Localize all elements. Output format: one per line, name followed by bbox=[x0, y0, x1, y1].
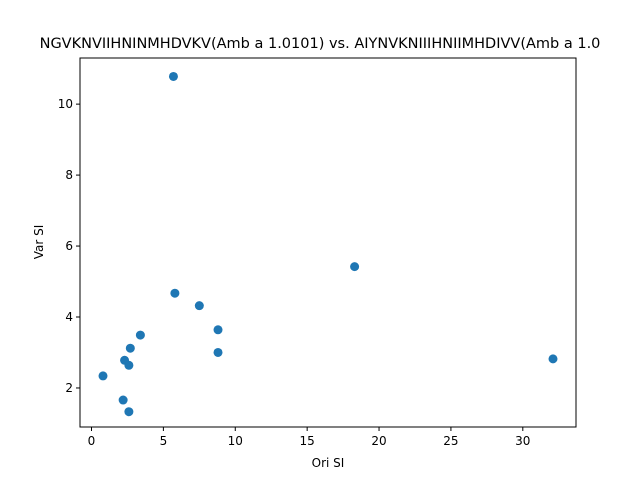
x-tick-label: 5 bbox=[160, 434, 168, 448]
y-axis-label: Var SI bbox=[32, 225, 46, 260]
data-point bbox=[170, 288, 180, 298]
data-point bbox=[194, 301, 204, 311]
data-point bbox=[125, 343, 135, 353]
plot-area bbox=[98, 71, 558, 417]
x-tick-label: 0 bbox=[88, 434, 96, 448]
x-axis-label: Ori SI bbox=[312, 456, 345, 470]
y-tick-label: 4 bbox=[65, 310, 73, 324]
data-point bbox=[213, 347, 223, 357]
y-tick-label: 6 bbox=[65, 239, 73, 253]
data-point bbox=[98, 371, 108, 381]
axes-frame bbox=[79, 57, 577, 428]
data-point bbox=[548, 354, 558, 364]
data-point bbox=[213, 325, 223, 335]
x-tick-label: 15 bbox=[300, 434, 315, 448]
x-tick-label: 20 bbox=[371, 434, 386, 448]
data-point bbox=[124, 407, 134, 417]
x-tick-label: 25 bbox=[443, 434, 458, 448]
y-tick-label: 2 bbox=[65, 381, 73, 395]
x-tick-label: 10 bbox=[228, 434, 243, 448]
y-tick-label: 10 bbox=[58, 97, 73, 111]
data-point bbox=[168, 71, 178, 81]
y-tick-label: 8 bbox=[65, 168, 73, 182]
data-point bbox=[350, 262, 360, 272]
data-point bbox=[124, 360, 134, 370]
data-point bbox=[135, 330, 145, 340]
data-point bbox=[118, 395, 128, 405]
x-tick-label: 30 bbox=[515, 434, 530, 448]
axis-ticks: 0 5 10 15 20 25 30 2 4 6 8 10 bbox=[58, 97, 531, 448]
chart-title: NGVKNVIIHNINMHDVKV(Amb a 1.0101) vs. AIY… bbox=[40, 36, 601, 52]
